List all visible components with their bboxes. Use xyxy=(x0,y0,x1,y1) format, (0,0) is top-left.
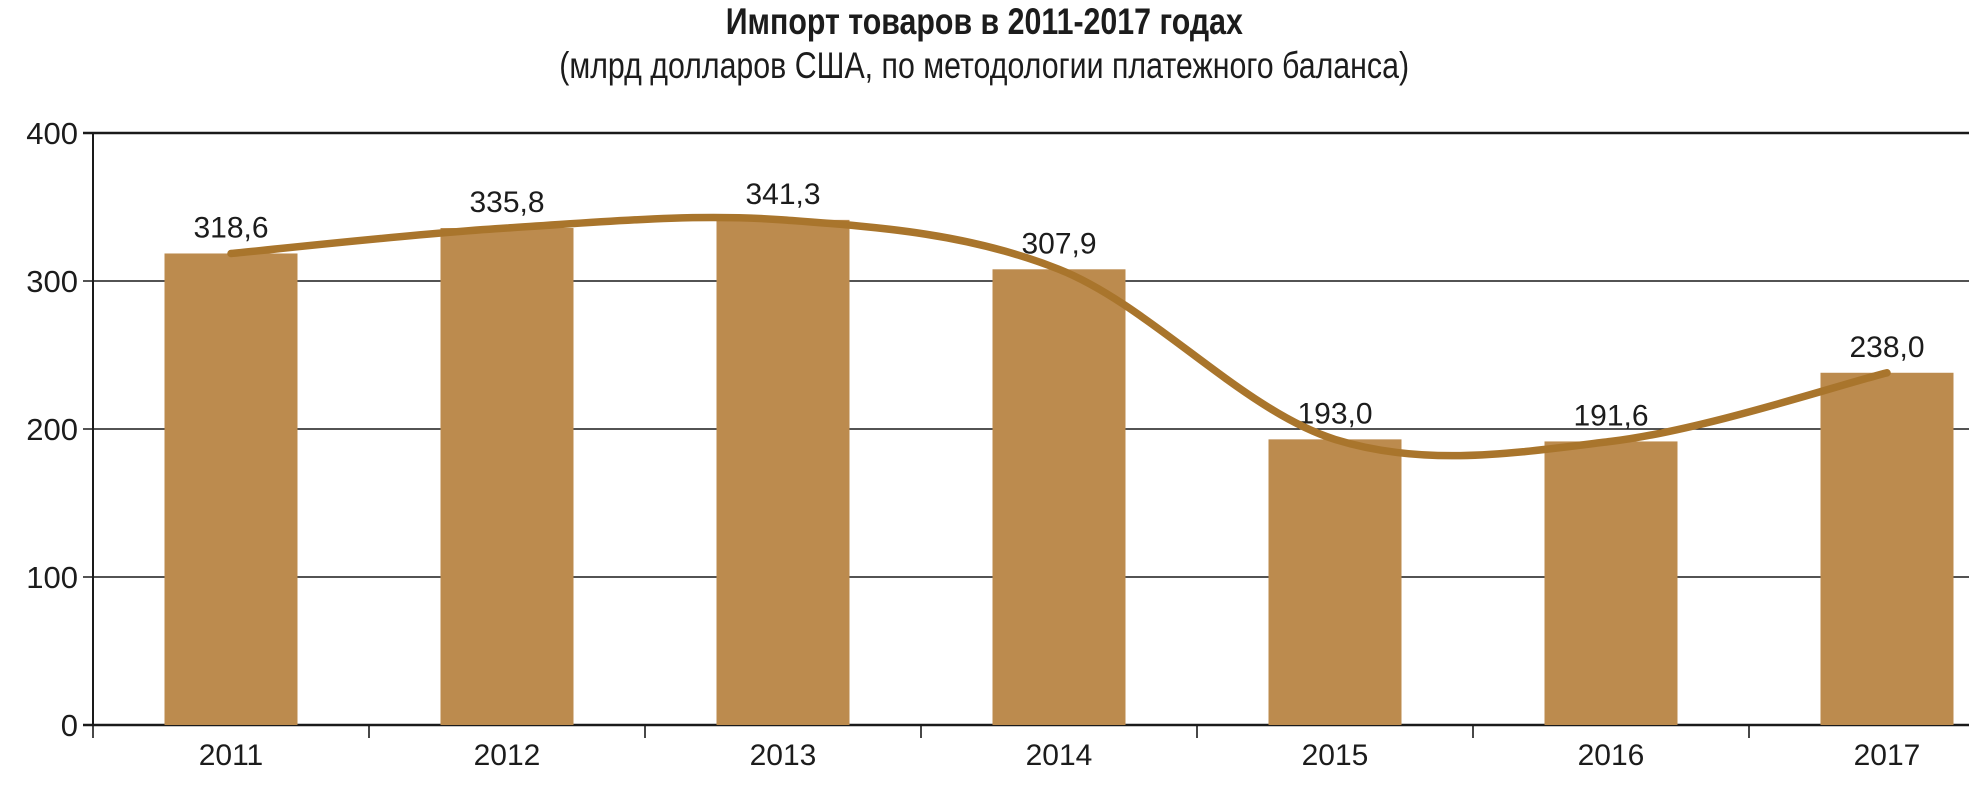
chart-title: Импорт товаров в 2011-2017 годах xyxy=(0,0,1969,44)
x-axis-label-2011: 2011 xyxy=(199,739,264,772)
x-axis-label-2017: 2017 xyxy=(1854,739,1921,772)
chart-subtitle: (млрд долларов США, по методологии плате… xyxy=(0,44,1969,88)
y-axis-label-100: 100 xyxy=(26,560,78,595)
x-axis-label-2012: 2012 xyxy=(474,739,541,772)
value-label-2017: 238,0 xyxy=(1849,331,1924,364)
value-label-2012: 335,8 xyxy=(469,186,544,219)
x-axis-label-2014: 2014 xyxy=(1026,739,1093,772)
value-label-2014: 307,9 xyxy=(1021,227,1096,260)
value-label-2011: 318,6 xyxy=(193,211,268,244)
y-axis-label-300: 300 xyxy=(26,264,78,299)
y-axis-label-400: 400 xyxy=(26,116,78,151)
bar-2011 xyxy=(164,253,298,726)
bar-2015 xyxy=(1268,439,1402,725)
chart-subtitle-text: (млрд долларов США, по методологии плате… xyxy=(559,45,1410,86)
bar-2012 xyxy=(440,228,574,726)
y-axis-label-200: 200 xyxy=(26,412,78,447)
x-axis-label-2015: 2015 xyxy=(1302,739,1369,772)
value-label-2013: 341,3 xyxy=(745,178,820,211)
trend-line xyxy=(227,213,1891,460)
value-label-2015: 193,0 xyxy=(1297,397,1372,430)
bar-2013 xyxy=(716,219,850,725)
bar-2016 xyxy=(1544,441,1678,725)
chart-title-text: Импорт товаров в 2011-2017 годах xyxy=(725,1,1244,42)
bar-2017 xyxy=(1820,372,1954,725)
x-axis-label-2013: 2013 xyxy=(750,739,817,772)
x-axis-label-2016: 2016 xyxy=(1578,739,1645,772)
y-axis-label-0: 0 xyxy=(61,708,78,743)
value-label-2016: 191,6 xyxy=(1573,399,1648,432)
bar-2014 xyxy=(992,269,1126,725)
